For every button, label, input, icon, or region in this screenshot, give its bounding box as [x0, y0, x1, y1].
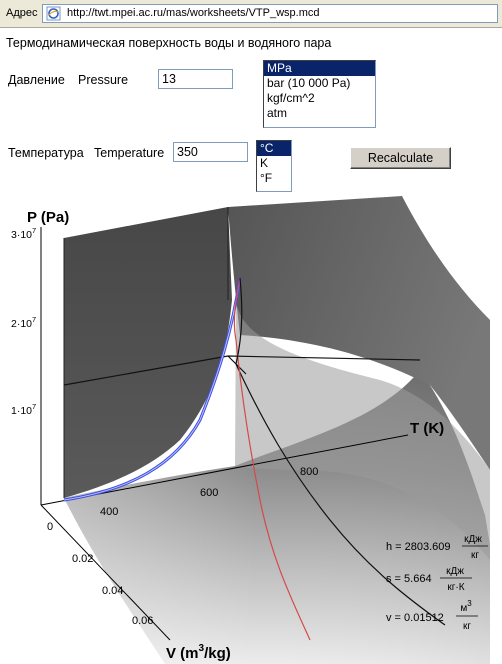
- pressure-unit-atm[interactable]: atm: [267, 106, 288, 120]
- y-tick-label: 0: [47, 521, 53, 533]
- svg-text:h = 2803.609: h = 2803.609: [386, 541, 451, 553]
- x-tick-label: 400: [100, 506, 118, 518]
- svg-text:кг·К: кг·К: [447, 582, 464, 593]
- pressure-label-en: Pressure: [78, 73, 129, 87]
- x-axis-label: T (K): [410, 420, 444, 437]
- temperature-input[interactable]: [173, 142, 248, 162]
- pressure-unit-mpa[interactable]: MPa: [264, 61, 375, 76]
- temperature-label-en: Temperature: [94, 146, 165, 160]
- y-axis-line: [40, 504, 171, 641]
- address-url: http://twt.mpei.ac.ru/mas/worksheets/VTP…: [67, 7, 320, 19]
- surface-right-wall: [228, 196, 490, 470]
- svg-text:s = 5.664: s = 5.664: [386, 573, 432, 585]
- address-input[interactable]: http://twt.mpei.ac.ru/mas/worksheets/VTP…: [42, 4, 498, 23]
- temperature-units-list[interactable]: °C K °F: [256, 140, 292, 192]
- x-tick-label: 800: [300, 466, 318, 478]
- svg-text:v = 0.01512: v = 0.01512: [386, 612, 444, 624]
- z-tick-label: 2·107: [11, 315, 36, 330]
- z-axis-label: P (Pa): [27, 209, 69, 226]
- svg-text:кг: кг: [463, 621, 471, 632]
- x-tick-label: 600: [200, 487, 218, 499]
- page-title: Термодинамическая поверхность воды и вод…: [6, 36, 332, 50]
- y-ticks: 0 0.02 0.04 0.06: [47, 521, 153, 627]
- specific-volume-result: v = 0.01512 м3 кг: [386, 599, 478, 632]
- enthalpy-result: h = 2803.609 кДж кг: [386, 534, 488, 561]
- z-tick-label: 1·107: [11, 402, 36, 417]
- y-tick-label: 0.04: [102, 585, 123, 597]
- temperature-unit-fahrenheit[interactable]: °F: [260, 171, 273, 185]
- pressure-input[interactable]: [158, 69, 233, 89]
- temperature-label-ru: Температура: [8, 146, 84, 160]
- y-tick-label: 0.06: [132, 615, 153, 627]
- temperature-unit-kelvin[interactable]: K: [260, 156, 269, 170]
- svg-text:кДж: кДж: [446, 566, 464, 577]
- saturation-vapor-curve: [233, 277, 311, 641]
- pressure-unit-bar[interactable]: bar (10 000 Pa): [267, 76, 351, 90]
- pressure-unit-kgf[interactable]: kgf/cm^2: [267, 91, 315, 105]
- temperature-unit-celsius[interactable]: °C: [257, 141, 291, 156]
- svg-text:м3: м3: [460, 599, 472, 614]
- x-ticks: 400 600 800: [100, 466, 318, 518]
- pressure-label-ru: Давление: [8, 73, 65, 87]
- surface-back-wall: [64, 207, 232, 498]
- z-ticks: 1·107 2·107 3·107: [11, 226, 36, 417]
- y-axis-label: V (m3/kg): [166, 643, 231, 662]
- recalculate-button[interactable]: Recalculate: [350, 147, 451, 169]
- address-bar: Адрес http://twt.mpei.ac.ru/mas/workshee…: [0, 0, 502, 28]
- results-panel: h = 2803.609 кДж кг s = 5.664 кДж кг·К v…: [386, 534, 488, 632]
- address-label: Адрес: [6, 7, 38, 19]
- pvt-surface-plot: P (Pa) T (K) V (m3/kg) 1·107 2·107 3·107…: [11, 196, 490, 664]
- z-tick-label: 3·107: [11, 226, 36, 241]
- isotherm-line: [235, 363, 446, 626]
- svg-text:кг: кг: [471, 550, 479, 561]
- ie-page-icon: [46, 6, 61, 21]
- pressure-units-list[interactable]: MPa bar (10 000 Pa) kgf/cm^2 atm: [263, 60, 376, 128]
- entropy-result: s = 5.664 кДж кг·К: [386, 566, 472, 593]
- svg-text:кДж: кДж: [464, 534, 482, 545]
- y-tick-label: 0.02: [72, 553, 93, 565]
